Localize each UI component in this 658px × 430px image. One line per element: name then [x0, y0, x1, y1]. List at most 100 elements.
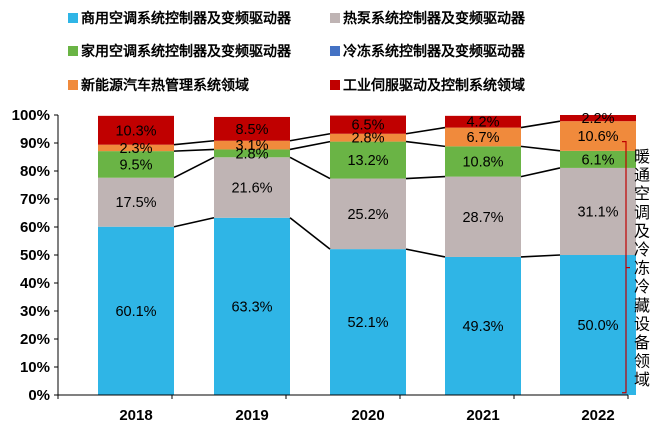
- bar-segment: [98, 151, 174, 178]
- legend-swatch: [68, 80, 78, 90]
- connector-line: [173, 148, 215, 152]
- bars: [98, 115, 636, 395]
- x-tick-label: 2020: [351, 407, 384, 424]
- bar-segment: [330, 133, 406, 142]
- annotation-label: 暖通空调及冷冻冷藏设备领域: [634, 147, 650, 389]
- bar-segment: [445, 256, 521, 395]
- data-label: 4.2%: [466, 115, 499, 131]
- data-label: 49.3%: [462, 319, 503, 335]
- bar-segment: [330, 178, 406, 250]
- data-label: 6.5%: [351, 118, 384, 134]
- legend-label: 工业伺服驱动及控制系统领域: [343, 77, 525, 94]
- connector-line: [173, 216, 215, 228]
- data-label: 60.1%: [115, 304, 156, 320]
- bar-segment: [560, 255, 636, 395]
- bar-segment: [98, 144, 174, 152]
- data-label: 10.8%: [462, 154, 503, 170]
- bar-segment: [98, 177, 174, 227]
- connector-line: [520, 120, 561, 129]
- data-label: 8.5%: [235, 122, 268, 138]
- bar-segment: [214, 140, 290, 150]
- y-tick-label: 40%: [20, 275, 50, 292]
- data-label: 21.6%: [231, 181, 272, 197]
- data-label: 2.8%: [351, 131, 384, 147]
- connector-line: [289, 140, 331, 151]
- bar-segment: [560, 115, 636, 122]
- data-label: 13.2%: [347, 153, 388, 169]
- data-label: 63.3%: [231, 299, 272, 315]
- connector-line: [405, 140, 446, 148]
- x-tick-label: 2022: [581, 407, 614, 424]
- data-label: 3.1%: [235, 138, 268, 154]
- connector-line: [289, 156, 331, 180]
- bar-segment: [445, 127, 521, 147]
- data-label: 9.5%: [119, 157, 152, 173]
- x-tick-label: 2019: [235, 407, 268, 424]
- connector-line: [520, 145, 561, 152]
- data-label: 17.5%: [115, 195, 156, 211]
- legend-label: 新能源汽车热管理系统领域: [81, 77, 249, 94]
- data-label: 2.3%: [119, 141, 152, 157]
- y-tick-label: 70%: [20, 191, 50, 208]
- connector-line: [173, 139, 215, 146]
- y-tick-label: 30%: [20, 303, 50, 320]
- connector-line: [289, 132, 331, 142]
- legend-swatch: [330, 80, 340, 90]
- y-axis: 0% 10% 20% 30% 40% 50% 60% 70% 80% 90% 100%: [12, 107, 59, 404]
- bar-segment: [445, 115, 521, 128]
- bar-segment: [560, 167, 636, 255]
- legend-label: 家用空调系统控制器及变频驱动器: [81, 43, 292, 60]
- bar-segment: [214, 217, 290, 395]
- y-tick-label: 100%: [12, 107, 50, 124]
- y-tick-label: 60%: [20, 219, 50, 236]
- bar-segment: [214, 149, 290, 158]
- y-tick-label: 10%: [20, 359, 50, 376]
- data-label: 25.2%: [347, 207, 388, 223]
- data-labels: 60.1%17.5%9.5%2.3%10.3%63.3%21.6%2.8%3.1…: [115, 111, 618, 335]
- y-tick-label: 20%: [20, 331, 50, 348]
- x-tick-label: 2018: [119, 407, 152, 424]
- data-label: 28.7%: [462, 210, 503, 226]
- annotation: 暖通空调及冷冻冷藏设备领域: [622, 141, 650, 394]
- data-label: 10.6%: [577, 129, 618, 145]
- connector-line: [405, 248, 446, 258]
- bar-segment: [560, 150, 636, 168]
- connector-line: [405, 126, 446, 135]
- data-label: 2.8%: [235, 146, 268, 162]
- legend-label: 商用空调系统控制器及变频驱动器: [81, 10, 292, 27]
- data-label: 6.7%: [466, 130, 499, 146]
- data-label: 52.1%: [347, 315, 388, 331]
- data-label: 2.2%: [581, 111, 614, 127]
- data-label: 31.1%: [577, 204, 618, 220]
- data-label: 50.0%: [577, 318, 618, 334]
- x-axis: 2018 2019 2020 2021 2022: [57, 394, 629, 424]
- data-label: 10.3%: [115, 123, 156, 139]
- data-label: 6.1%: [581, 152, 614, 168]
- connector-line: [289, 217, 331, 250]
- bar-segment: [445, 146, 521, 177]
- bar-segment: [330, 115, 406, 134]
- bar-segment: [330, 249, 406, 395]
- x-tick-label: 2021: [466, 407, 499, 424]
- legend: 商用空调系统控制器及变频驱动器 热泵系统控制器及变频驱动器家用空调系统控制器及变频…: [68, 10, 526, 94]
- y-tick-label: 50%: [20, 247, 50, 264]
- connector-line: [405, 175, 446, 180]
- connector-line: [520, 167, 561, 178]
- bar-segment: [330, 141, 406, 179]
- y-tick-label: 0%: [28, 387, 50, 404]
- connector-line: [173, 156, 215, 179]
- y-tick-label: 90%: [20, 135, 50, 152]
- legend-swatch: [330, 13, 340, 23]
- bar-segment: [98, 226, 174, 395]
- y-tick-label: 80%: [20, 163, 50, 180]
- bar-segment: [560, 121, 636, 151]
- connector-lines: [173, 120, 561, 258]
- legend-swatch: [330, 46, 340, 56]
- connector-line: [520, 254, 561, 258]
- bar-segment: [445, 176, 521, 257]
- bar-segment: [214, 116, 290, 141]
- legend-label: 热泵系统控制器及变频驱动器: [343, 10, 526, 27]
- legend-swatch: [68, 13, 78, 23]
- bar-segment: [214, 157, 290, 218]
